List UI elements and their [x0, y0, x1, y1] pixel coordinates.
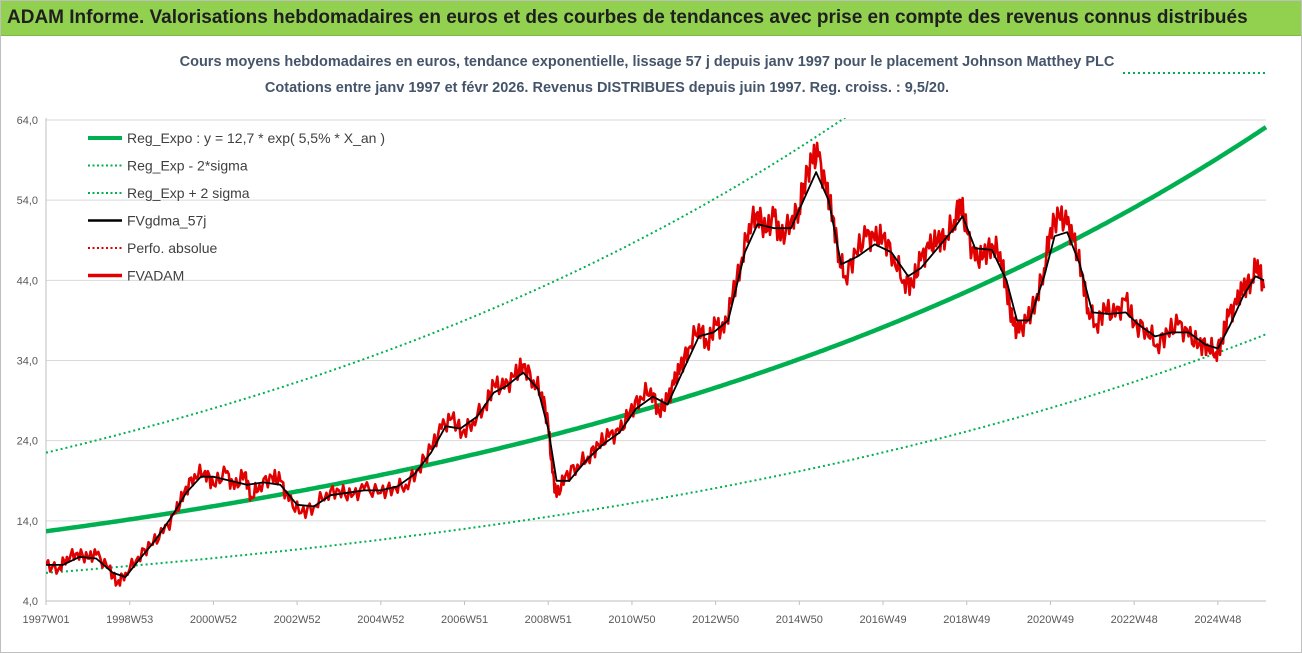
- fvgdma-line: [46, 171, 1265, 578]
- report-title: ADAM Informe. Valorisations hebdomadaire…: [7, 7, 1248, 28]
- x-tick-label: 2016W49: [860, 614, 907, 626]
- x-tick-label: 2014W50: [776, 614, 823, 626]
- series-clip: [46, 118, 1268, 587]
- grid-lines: [45, 118, 1266, 602]
- chart-title-line2: Cotations entre janv 1997 et févr 2026. …: [265, 80, 949, 96]
- x-tick-label: 2012W50: [692, 614, 739, 626]
- x-tick-label: 2008W51: [525, 614, 572, 626]
- x-tick-label: 2022W48: [1111, 614, 1158, 626]
- y-axis-ticks: 4,0 14,0 24,0 34,0 44,0 54,0 64,0: [17, 115, 38, 608]
- x-tick-label: 2006W51: [441, 614, 488, 626]
- y-tick-label: 54,0: [17, 195, 38, 207]
- x-tick-label: 2000W52: [190, 614, 237, 626]
- x-tick-label: 2020W49: [1027, 614, 1074, 626]
- fvadam-line: [46, 141, 1266, 587]
- y-tick-label: 44,0: [17, 275, 38, 287]
- legend-label: FVADAM: [127, 268, 184, 284]
- legend-label: Reg_Expo : y = 12,7 * exp( 5,5% * X_an ): [127, 130, 385, 146]
- lower-band-line: [46, 333, 1267, 574]
- x-tick-label: 2018W49: [943, 614, 990, 626]
- x-tick-label: 1997W01: [22, 614, 69, 626]
- legend-label: Reg_Exp + 2 sigma: [127, 185, 250, 201]
- report-banner: ADAM Informe. Valorisations hebdomadaire…: [1, 1, 1301, 36]
- chart-title-line1: Cours moyens hebdomadaires en euros, ten…: [180, 54, 1115, 70]
- y-tick-label: 24,0: [17, 436, 38, 448]
- chart-canvas: Cours moyens hebdomadaires en euros, ten…: [17, 54, 1268, 626]
- x-tick-label: 1998W53: [106, 614, 153, 626]
- legend-label: Perfo. absolue: [127, 240, 217, 256]
- plot-series: [46, 118, 1268, 587]
- x-tick-label: 2002W52: [274, 614, 321, 626]
- y-tick-label: 4,0: [23, 596, 38, 608]
- x-tick-label: 2024W48: [1194, 614, 1241, 626]
- y-tick-label: 64,0: [17, 115, 38, 127]
- upper-band-line: [46, 118, 847, 454]
- legend-label: Reg_Exp - 2*sigma: [127, 158, 248, 174]
- x-tick-label: 2010W50: [608, 614, 655, 626]
- legend: Reg_Expo : y = 12,7 * exp( 5,5% * X_an )…: [88, 130, 385, 284]
- x-axis-ticks: 1997W01 1998W53 2000W52 2002W52 2004W52 2006W…: [22, 601, 1241, 626]
- y-tick-label: 34,0: [17, 356, 38, 368]
- y-tick-label: 14,0: [17, 516, 38, 528]
- x-tick-label: 2004W52: [357, 614, 404, 626]
- legend-label: FVgdma_57j: [127, 213, 206, 229]
